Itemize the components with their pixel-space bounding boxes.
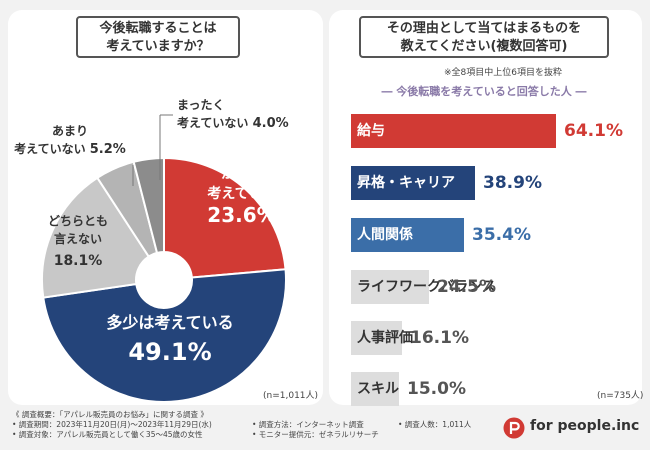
left-panel: 今後転職することは 考えていますか？ かなり考えている 23.6% 多少は考えている…: [8, 10, 323, 405]
bar-lifework: [351, 270, 429, 304]
pie-slice-dochira-label-2: 言えない: [54, 231, 102, 246]
pie-slice-mattaku: [132, 156, 165, 255]
bar-lifework-label: ライフワークバランス: [357, 279, 497, 295]
survey-overview: 《 調査概要：「アパレル販売員のお悩み」に関する調査 》: [12, 410, 208, 419]
bar-shokaku-label: 昇格・キャリア: [357, 175, 455, 191]
bar-jinji-label: 人事評価: [357, 330, 413, 346]
bar-jinji-value: 16.1%: [410, 328, 469, 348]
pie-slice-amari-label-2: 考えていない 5.2%: [14, 141, 126, 157]
pie-slice-mattaku-label-2: 考えていない 4.0%: [177, 115, 289, 131]
pie-slice-kanari: [163, 156, 287, 279]
pie-slice-tasho-value: 49.1%: [128, 338, 211, 366]
bar-lifework-value: 24.5%: [437, 277, 496, 297]
pie-slice-tasho: [42, 268, 287, 403]
pie-question-line-1: 今後転職することは: [99, 21, 217, 36]
survey-target: • 調査対象：アパレル販売員として働く35〜45歳の女性: [12, 430, 203, 439]
company-logo-text: for people.inc: [530, 418, 640, 434]
bar-subtitle: ― 今後転職を考えていると回答した人 ―: [381, 85, 587, 98]
bar-ningen: [351, 218, 464, 252]
bar-kyuyo-label: 給与: [357, 123, 385, 139]
bar-sample-size: (n=735人): [597, 391, 644, 401]
bar-kyuyo-value: 64.1%: [564, 121, 623, 141]
pie-slice-amari-label-1: あまり: [52, 124, 88, 138]
bar-ningen-value: 35.4%: [472, 225, 531, 245]
company-logo-icon: [503, 417, 525, 439]
bar-skill-value: 15.0%: [407, 379, 466, 399]
right-panel: その理由として当てはまるものを 教えてください(複数回答可) ※全8項目中上位6…: [329, 10, 644, 406]
bar-skill: [351, 372, 399, 406]
bar-shokaku: [351, 166, 475, 200]
pie-sample-size: (n=1,011人): [263, 391, 319, 401]
bar-ningen-label: 人間関係: [357, 227, 413, 243]
pie-slice-mattaku-value: 4.0%: [253, 116, 289, 131]
survey-period: • 調査期間：2023年11月20日(月)〜2023年11月29日(水): [12, 420, 212, 429]
bar-shokaku-value: 38.9%: [483, 173, 542, 193]
pie-slice-dochira: [41, 176, 151, 299]
pie-slice-amari-value: 5.2%: [90, 142, 126, 157]
pie-slice-kanari-label-2: 考えている: [207, 185, 276, 202]
survey-method: • 調査方法：インターネット調査: [252, 420, 364, 429]
bar-note: ※全8項目中上位6項目を抜粋: [444, 68, 562, 78]
bar-question-line-2: 教えてください(複数回答可): [400, 39, 568, 54]
bar-kyuyo: [351, 114, 556, 148]
pie-slice-kanari-value: 23.6%: [207, 203, 276, 227]
bar-jinji: [351, 321, 402, 355]
pie-slice-mattaku-label-1: まったく: [177, 98, 225, 112]
pie-question-line-2: 考えていますか？: [106, 39, 210, 54]
bar-question-line-1: その理由として当てはまるものを: [386, 21, 582, 36]
pie-question-box: 今後転職することは 考えていますか？: [76, 16, 240, 58]
survey-provider: • モニター提供元：ゼネラルリサーチ: [252, 430, 379, 439]
pie-slice-dochira-value: 18.1%: [54, 253, 103, 269]
bar-skill-label: スキル: [357, 381, 399, 397]
pie-slice-tasho-label-1: 多少は考えている: [106, 313, 233, 332]
pie-slice-kanari-label-1: かなり: [221, 166, 263, 182]
survey-count: • 調査人数：1,011人: [398, 420, 472, 429]
bar-question-box: その理由として当てはまるものを 教えてください(複数回答可): [359, 16, 609, 58]
footer: 《 調査概要：「アパレル販売員のお悩み」に関する調査 》 • 調査期間：2023…: [0, 408, 650, 450]
pie-slice-dochira-label-1: どちらとも: [48, 214, 108, 228]
